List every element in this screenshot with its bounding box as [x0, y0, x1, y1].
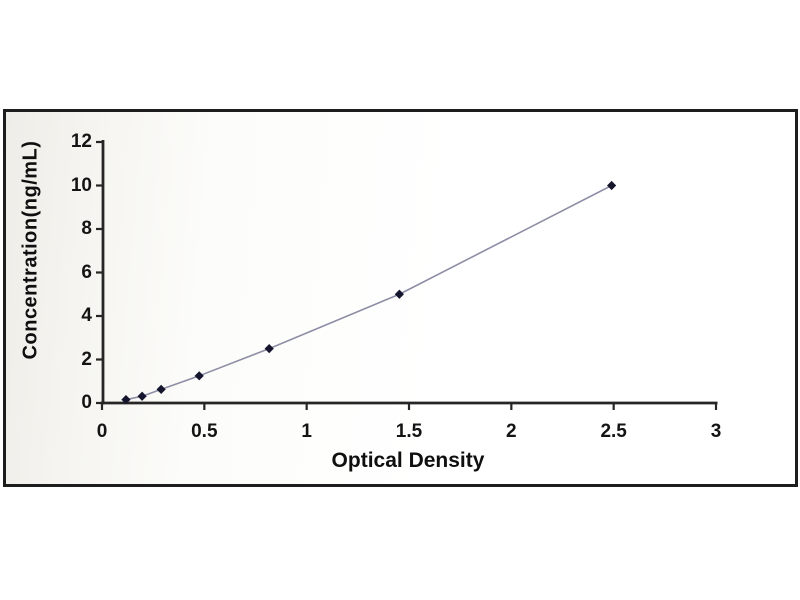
chart-panel	[3, 109, 798, 487]
y-axis-title: Concentration(ng/mL)	[19, 140, 42, 360]
x-axis-title: Optical Density	[331, 449, 485, 472]
